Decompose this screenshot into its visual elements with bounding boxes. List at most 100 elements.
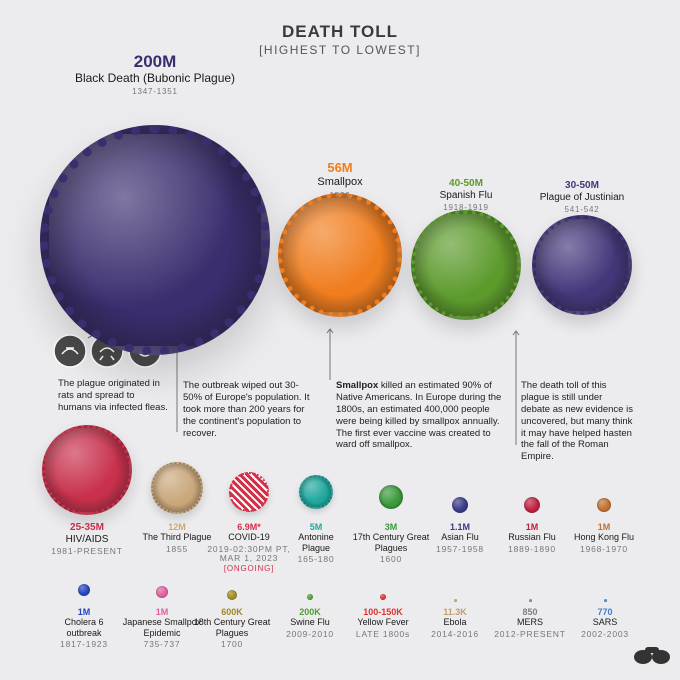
disease-label: 12M The Third Plague 1855	[132, 522, 222, 554]
disease-sphere	[597, 498, 611, 512]
death-toll: 30-50M	[565, 180, 599, 191]
disease-sphere	[229, 472, 269, 512]
death-toll: 6.9M*	[237, 522, 261, 532]
annotation: The plague originated in rats and spread…	[58, 378, 170, 414]
disease-sphere	[307, 594, 313, 600]
death-toll: 200K	[299, 607, 321, 617]
death-toll: 56M	[327, 160, 353, 175]
disease-name: Asian Flu	[441, 532, 479, 543]
disease-label: 100-150K Yellow Fever LATE 1800s	[343, 607, 423, 639]
death-toll: 600K	[221, 607, 243, 617]
disease-label: 5M Antonine Plague 165-180	[285, 522, 347, 565]
disease-name: 17th Century Great Plagues	[352, 532, 430, 553]
date-range: 1700	[220, 639, 244, 650]
disease-name: Ebola	[443, 617, 467, 628]
disease-name: Antonine Plague	[298, 532, 334, 553]
date-range: 1918-1919	[443, 203, 489, 212]
date-range: 2014-2016	[431, 628, 479, 639]
death-toll: 1M	[597, 522, 611, 532]
disease-label: 3M 17th Century Great Plagues 1600	[351, 522, 431, 565]
disease-name: Spanish Flu	[439, 189, 493, 201]
disease-sphere	[411, 210, 521, 320]
date-range: 735-737	[143, 639, 181, 650]
title: DEATH TOLL	[281, 22, 399, 41]
disease-sphere	[156, 586, 168, 598]
disease-sphere	[379, 485, 403, 509]
disease-sphere	[532, 215, 632, 315]
disease-name: Cholera 6 outbreak	[64, 617, 104, 638]
death-toll: 200M	[133, 52, 177, 71]
disease-label: 1M Cholera 6 outbreak 1817-1923	[53, 607, 115, 650]
annotation-text: The plague originated in rats and spread…	[58, 378, 168, 413]
disease-sphere	[40, 125, 270, 355]
death-toll: 1.1M	[449, 522, 470, 532]
date-range: LATE 1800s	[355, 628, 411, 639]
disease-name: Japanese Smallpox Epidemic	[122, 617, 202, 638]
death-toll: 100-150K	[363, 607, 403, 617]
date-range: 1520	[329, 190, 351, 200]
disease-sphere	[151, 462, 203, 514]
annotation: The outbreak wiped out 30-50% of Europe'…	[183, 380, 311, 439]
death-toll: 5M	[309, 522, 323, 532]
disease-sphere	[452, 497, 468, 513]
disease-sphere	[603, 598, 607, 602]
date-range: 541-542	[564, 205, 600, 214]
disease-label: 850 MERS 2012-PRESENT	[490, 607, 570, 639]
date-range: 2002-2003	[581, 628, 629, 639]
disease-sphere	[278, 193, 402, 317]
death-toll: 1M	[525, 522, 539, 532]
disease-sphere	[453, 598, 457, 602]
date-range: 1817-1923	[60, 639, 108, 650]
date-range: 2009-2010	[286, 628, 334, 639]
disease-label: 1M Japanese Smallpox Epidemic 735-737	[112, 607, 212, 650]
disease-label: 600K 18th Century Great Plagues 1700	[192, 607, 272, 650]
annotation-text: killed an estimated 90% of Native Americ…	[336, 380, 502, 451]
death-toll: 40-50M	[449, 178, 483, 189]
disease-name: MERS	[516, 617, 543, 628]
disease-label: 1M Hong Kong Flu 1968-1970	[564, 522, 644, 554]
date-range: 1957-1958	[436, 543, 484, 554]
disease-name: Swine Flu	[290, 617, 330, 628]
disease-label: 40-50M Spanish Flu 1918-1919	[406, 178, 526, 212]
disease-name: Yellow Fever	[357, 617, 409, 628]
disease-label: 11.3K Ebola 2014-2016	[415, 607, 495, 639]
death-toll: 12M	[168, 522, 186, 532]
disease-name: Hong Kong Flu	[573, 532, 635, 543]
disease-sphere	[524, 497, 540, 513]
annotation-text: The death toll of this plague is still u…	[521, 380, 633, 463]
date-range: 1600	[379, 554, 403, 565]
disease-name: Black Death (Bubonic Plague)	[74, 70, 236, 85]
logo	[634, 647, 670, 664]
death-toll: 1M	[155, 607, 169, 617]
date-range: 2019-02:30PM PT, MAR 1, 2023	[207, 543, 291, 564]
disease-label: 770 SARS 2002-2003	[565, 607, 645, 639]
disease-sphere	[528, 598, 532, 602]
disease-name: COVID-19	[228, 532, 270, 543]
date-range: 1347-1351	[132, 87, 178, 97]
disease-name: 18th Century Great Plagues	[193, 617, 271, 638]
disease-label: 56M Smallpox 1520	[280, 160, 400, 200]
disease-name: HIV/AIDS	[65, 533, 109, 545]
disease-label: 6.9M* COVID-19 2019-02:30PM PT, MAR 1, 202…	[204, 522, 294, 573]
annotation: The death toll of this plague is still u…	[521, 380, 633, 463]
disease-label: 1.1M Asian Flu 1957-1958	[420, 522, 500, 554]
disease-label: 1M Russian Flu 1889-1890	[492, 522, 572, 554]
date-range: 1889-1890	[508, 543, 556, 554]
disease-sphere	[380, 594, 386, 600]
death-toll: 770	[597, 607, 613, 617]
date-range: 2012-PRESENT	[494, 628, 566, 639]
disease-label: 25-35M HIV/AIDS 1981-PRESENT	[42, 522, 132, 557]
date-range: 1855	[165, 543, 189, 554]
disease-name: The Third Plague	[142, 532, 212, 543]
disease-label: 200K Swine Flu 2009-2010	[270, 607, 350, 639]
disease-sphere	[227, 590, 237, 600]
death-toll: 11.3K	[443, 607, 467, 617]
annotation-text: The outbreak wiped out 30-50% of Europe'…	[183, 380, 310, 439]
disease-name: Smallpox	[317, 175, 363, 188]
disease-sphere	[299, 475, 333, 509]
death-toll: 850	[522, 607, 538, 617]
death-toll: 3M	[384, 522, 398, 532]
disease-sphere	[78, 584, 90, 596]
disease-name: Russian Flu	[508, 532, 556, 543]
